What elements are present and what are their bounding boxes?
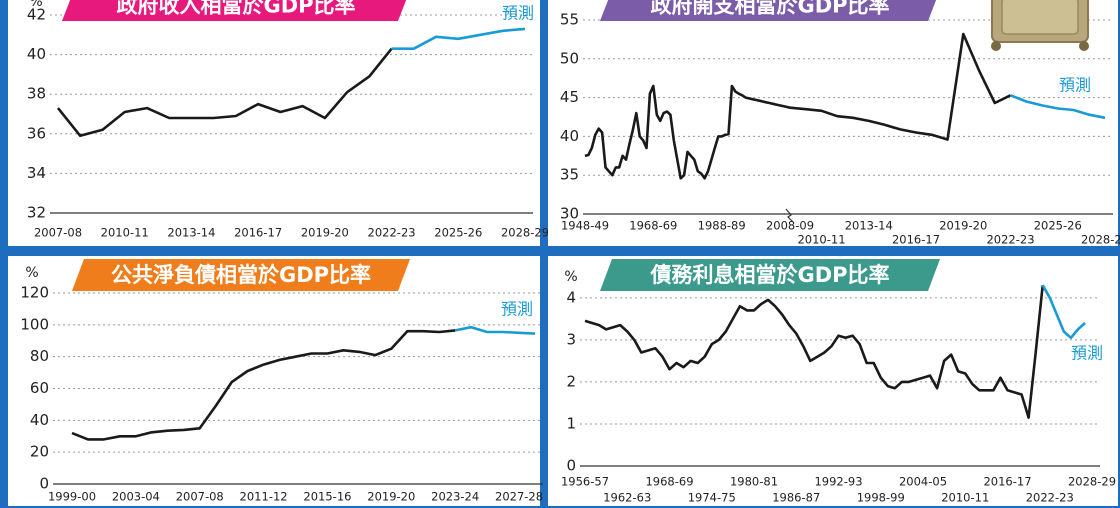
y-tick-label: 40 xyxy=(30,411,49,429)
y-tick-label: 2 xyxy=(566,372,576,390)
x-tick-label: 1998-99 xyxy=(857,491,905,505)
x-tick-label: 1962-63 xyxy=(603,491,651,505)
x-tick-label: 1968-69 xyxy=(645,475,693,489)
y-tick-label: 38 xyxy=(27,85,46,103)
x-tick-label: 1968-69 xyxy=(629,219,677,233)
x-tick-label: 2019-20 xyxy=(301,226,349,240)
chart-title: 政府收入相當於GDP比率 xyxy=(116,0,355,18)
x-tick-label: 2028-29 xyxy=(501,226,549,240)
y-tick-label: 35 xyxy=(560,166,579,184)
x-tick-label: 2025-26 xyxy=(1034,219,1082,233)
x-tick-label: 2025-26 xyxy=(434,226,482,240)
x-tick-label: 2028-29 xyxy=(1068,475,1116,489)
y-axis-label: % xyxy=(25,265,38,281)
x-tick-label: 2019-20 xyxy=(939,219,987,233)
safe-wheel xyxy=(991,41,1001,51)
forecast-label: 預測 xyxy=(1059,76,1091,95)
y-tick-label: 34 xyxy=(27,164,46,182)
y-tick-label: 1 xyxy=(566,414,576,432)
x-tick-label: 2008-09 xyxy=(766,219,814,233)
x-tick-label: 2013-14 xyxy=(167,226,215,240)
x-tick-label: 2019-20 xyxy=(367,490,415,504)
x-tick-label: 2016-17 xyxy=(234,226,282,240)
chart-title: 公共淨負債相當於GDP比率 xyxy=(111,263,371,287)
panel xyxy=(8,0,540,246)
x-tick-label: 2004-05 xyxy=(899,475,947,489)
y-tick-label: 80 xyxy=(30,347,49,365)
x-tick-label: 1986-87 xyxy=(772,491,820,505)
x-tick-label: 2023-24 xyxy=(431,490,479,504)
x-tick-label: 1988-89 xyxy=(698,219,746,233)
x-tick-label: 1956-57 xyxy=(561,475,609,489)
y-tick-label: 3 xyxy=(566,330,576,348)
chart-page: 3234363840422007-082010-112013-142016-17… xyxy=(0,0,1120,508)
x-tick-label: 2028-29 xyxy=(1081,233,1120,247)
y-tick-label: 50 xyxy=(560,49,579,67)
y-tick-label: 0 xyxy=(566,457,576,475)
y-tick-label: 100 xyxy=(20,315,49,333)
x-tick-label: 1999-00 xyxy=(48,490,96,504)
y-tick-label: 20 xyxy=(30,443,49,461)
chart-title: 債務利息相當於GDP比率 xyxy=(649,263,889,287)
y-tick-label: 36 xyxy=(27,124,46,142)
y-tick-label: 55 xyxy=(560,11,579,29)
x-tick-label: 1980-81 xyxy=(730,475,778,489)
forecast-label: 預測 xyxy=(502,4,534,23)
x-tick-label: 2010-11 xyxy=(941,491,989,505)
y-tick-label: 32 xyxy=(27,204,46,222)
x-tick-label: 1992-93 xyxy=(814,475,862,489)
safe-wheel xyxy=(1079,41,1089,51)
x-tick-label: 2007-08 xyxy=(34,226,82,240)
x-tick-label: 2011-12 xyxy=(240,490,288,504)
y-axis-label: % xyxy=(29,0,42,10)
forecast-label: 預測 xyxy=(1071,344,1103,363)
x-tick-label: 2010-11 xyxy=(797,233,845,247)
x-tick-label: 2003-04 xyxy=(112,490,160,504)
x-tick-label: 2022-23 xyxy=(986,233,1034,247)
x-tick-label: 2022-23 xyxy=(1026,491,1074,505)
forecast-label: 預測 xyxy=(501,300,533,319)
y-tick-label: 4 xyxy=(566,288,576,306)
x-tick-label: 2016-17 xyxy=(983,475,1031,489)
safe-door xyxy=(1002,0,1078,34)
x-tick-label: 2015-16 xyxy=(303,490,351,504)
x-tick-label: 2007-08 xyxy=(176,490,224,504)
x-tick-label: 2027-28 xyxy=(495,490,543,504)
y-tick-label: 60 xyxy=(30,379,49,397)
x-tick-label: 1974-75 xyxy=(688,491,736,505)
x-tick-label: 2010-11 xyxy=(101,226,149,240)
x-tick-label: 1948-49 xyxy=(561,219,609,233)
x-tick-label: 2016-17 xyxy=(892,233,940,247)
y-tick-label: 40 xyxy=(560,127,579,145)
x-tick-label: 2022-23 xyxy=(368,226,416,240)
y-tick-label: 40 xyxy=(27,45,46,63)
y-axis-label: % xyxy=(564,269,577,285)
chart-title: 政府開支相當於GDP比率 xyxy=(650,0,889,18)
y-tick-label: 120 xyxy=(20,284,49,302)
x-tick-label: 2013-14 xyxy=(845,219,893,233)
y-tick-label: 45 xyxy=(560,88,579,106)
